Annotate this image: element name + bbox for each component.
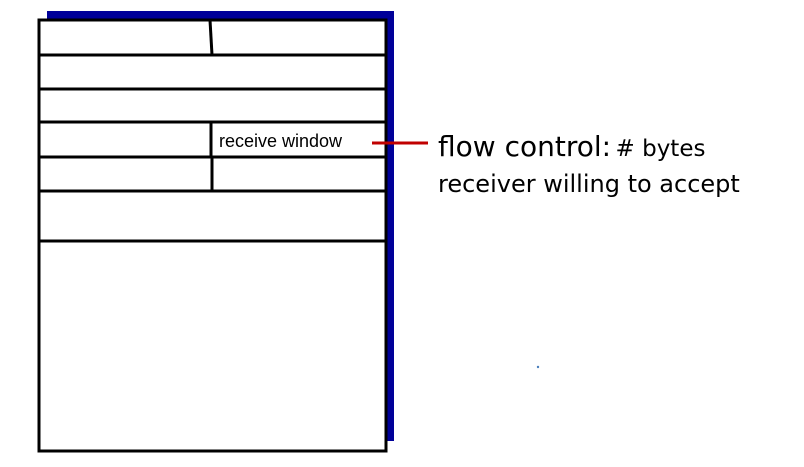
receive-window-label: receive window <box>219 131 343 151</box>
segment-box <box>37 18 388 453</box>
column-divider-row1 <box>208 19 214 56</box>
annotation-line-2: receiver willing to accept <box>438 170 740 198</box>
annotation-bytes: # bytes <box>615 136 706 162</box>
annotation-title: flow control: <box>438 130 612 163</box>
stray-dot <box>536 365 540 369</box>
annotation-line-1: flow control: # bytes <box>438 133 705 161</box>
